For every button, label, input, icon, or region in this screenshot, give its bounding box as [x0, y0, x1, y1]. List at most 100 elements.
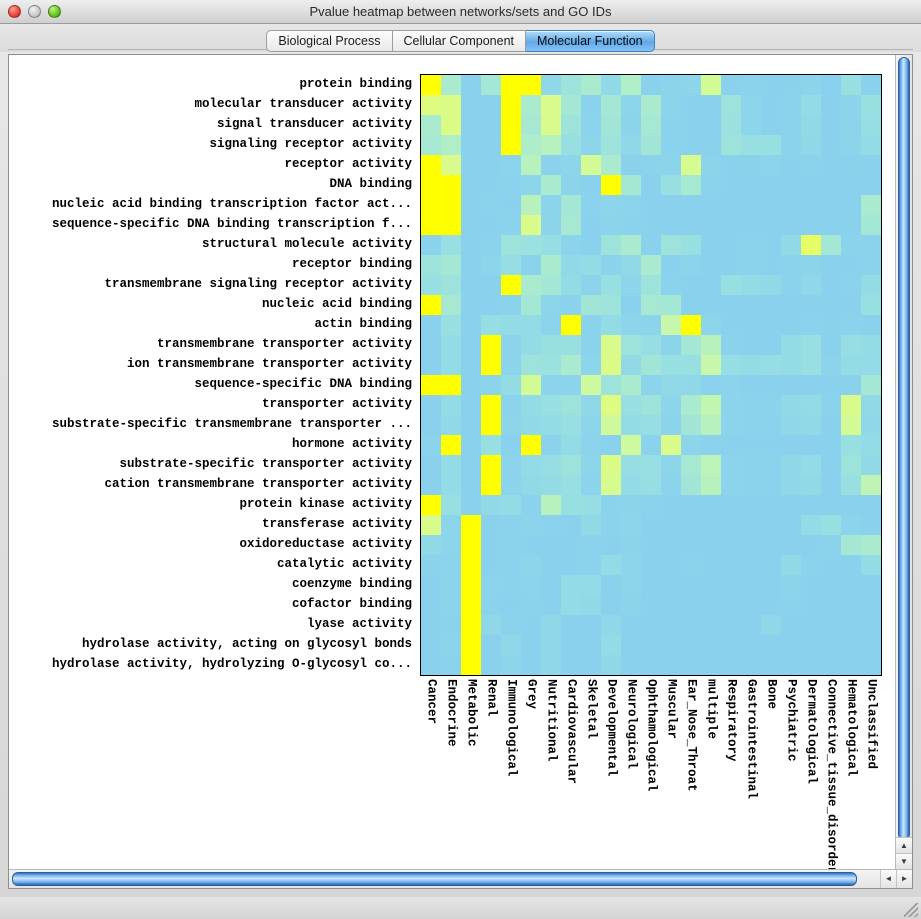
heatmap-cell[interactable]	[641, 515, 661, 535]
heatmap-cell[interactable]	[421, 415, 441, 435]
heatmap-cell[interactable]	[561, 275, 581, 295]
heatmap-cell[interactable]	[461, 515, 481, 535]
heatmap-cell[interactable]	[641, 595, 661, 615]
heatmap-cell[interactable]	[521, 115, 541, 135]
heatmap-cell[interactable]	[741, 455, 761, 475]
heatmap-cell[interactable]	[721, 455, 741, 475]
heatmap-cell[interactable]	[821, 415, 841, 435]
heatmap-cell[interactable]	[761, 475, 781, 495]
heatmap-cell[interactable]	[721, 175, 741, 195]
heatmap-canvas[interactable]: protein binding molecular transducer acti…	[9, 55, 895, 869]
heatmap-cell[interactable]	[701, 515, 721, 535]
heatmap-cell[interactable]	[481, 395, 501, 415]
heatmap-cell[interactable]	[661, 635, 681, 655]
heatmap-cell[interactable]	[521, 495, 541, 515]
heatmap-cell[interactable]	[721, 215, 741, 235]
heatmap-cell[interactable]	[641, 455, 661, 475]
heatmap-cell[interactable]	[421, 195, 441, 215]
heatmap-cell[interactable]	[701, 275, 721, 295]
heatmap-cell[interactable]	[681, 495, 701, 515]
heatmap-cell[interactable]	[821, 635, 841, 655]
heatmap-cell[interactable]	[421, 115, 441, 135]
heatmap-cell[interactable]	[761, 215, 781, 235]
heatmap-cell[interactable]	[561, 335, 581, 355]
heatmap-cell[interactable]	[741, 595, 761, 615]
heatmap-cell[interactable]	[541, 235, 561, 255]
heatmap-cell[interactable]	[481, 455, 501, 475]
heatmap-cell[interactable]	[581, 535, 601, 555]
heatmap-cell[interactable]	[601, 455, 621, 475]
scroll-down-button[interactable]: ▼	[896, 853, 912, 869]
heatmap-cell[interactable]	[421, 395, 441, 415]
heatmap-cell[interactable]	[501, 275, 521, 295]
heatmap-cell[interactable]	[801, 255, 821, 275]
heatmap-cell[interactable]	[621, 335, 641, 355]
heatmap-cell[interactable]	[541, 115, 561, 135]
heatmap-cell[interactable]	[521, 455, 541, 475]
heatmap-cell[interactable]	[421, 335, 441, 355]
heatmap-cell[interactable]	[541, 335, 561, 355]
minimize-button[interactable]	[28, 5, 41, 18]
heatmap-cell[interactable]	[781, 455, 801, 475]
heatmap-cell[interactable]	[741, 315, 761, 335]
heatmap-cell[interactable]	[621, 455, 641, 475]
heatmap-cell[interactable]	[581, 335, 601, 355]
heatmap-cell[interactable]	[821, 315, 841, 335]
heatmap-cell[interactable]	[601, 335, 621, 355]
heatmap-cell[interactable]	[781, 575, 801, 595]
heatmap-cell[interactable]	[781, 115, 801, 135]
heatmap-cell[interactable]	[421, 255, 441, 275]
heatmap-cell[interactable]	[761, 155, 781, 175]
heatmap-cell[interactable]	[481, 255, 501, 275]
heatmap-cell[interactable]	[861, 155, 881, 175]
heatmap-cell[interactable]	[461, 595, 481, 615]
heatmap-cell[interactable]	[621, 355, 641, 375]
heatmap-cell[interactable]	[661, 255, 681, 275]
heatmap-cell[interactable]	[641, 115, 661, 135]
heatmap-cell[interactable]	[561, 495, 581, 515]
heatmap-cell[interactable]	[461, 475, 481, 495]
heatmap-cell[interactable]	[801, 335, 821, 355]
heatmap-cell[interactable]	[501, 535, 521, 555]
heatmap-cell[interactable]	[841, 615, 861, 635]
heatmap-cell[interactable]	[761, 295, 781, 315]
heatmap-cell[interactable]	[861, 535, 881, 555]
heatmap-cell[interactable]	[481, 175, 501, 195]
heatmap-cell[interactable]	[641, 155, 661, 175]
heatmap-cell[interactable]	[821, 175, 841, 195]
heatmap-cell[interactable]	[461, 315, 481, 335]
heatmap-cell[interactable]	[581, 515, 601, 535]
heatmap-cell[interactable]	[461, 115, 481, 135]
heatmap-cell[interactable]	[581, 255, 601, 275]
heatmap-cell[interactable]	[821, 75, 841, 95]
heatmap-cell[interactable]	[721, 495, 741, 515]
heatmap-cell[interactable]	[581, 275, 601, 295]
heatmap-cell[interactable]	[481, 355, 501, 375]
heatmap-cell[interactable]	[661, 495, 681, 515]
heatmap-cell[interactable]	[421, 75, 441, 95]
heatmap-cell[interactable]	[441, 515, 461, 535]
heatmap-cell[interactable]	[861, 315, 881, 335]
heatmap-cell[interactable]	[521, 595, 541, 615]
scroll-left-button[interactable]: ◄	[880, 870, 896, 888]
heatmap-cell[interactable]	[701, 295, 721, 315]
heatmap-cell[interactable]	[741, 295, 761, 315]
heatmap-cell[interactable]	[421, 535, 441, 555]
heatmap-cell[interactable]	[541, 655, 561, 675]
heatmap-cell[interactable]	[441, 355, 461, 375]
heatmap-cell[interactable]	[761, 415, 781, 435]
heatmap-cell[interactable]	[661, 275, 681, 295]
heatmap-cell[interactable]	[761, 435, 781, 455]
heatmap-cell[interactable]	[541, 595, 561, 615]
heatmap-cell[interactable]	[581, 315, 601, 335]
heatmap-cell[interactable]	[521, 295, 541, 315]
heatmap-cell[interactable]	[441, 215, 461, 235]
heatmap-cell[interactable]	[661, 155, 681, 175]
heatmap-cell[interactable]	[841, 75, 861, 95]
heatmap-cell[interactable]	[821, 295, 841, 315]
heatmap-cell[interactable]	[601, 235, 621, 255]
heatmap-cell[interactable]	[821, 575, 841, 595]
heatmap-cell[interactable]	[841, 135, 861, 155]
heatmap-cell[interactable]	[661, 95, 681, 115]
heatmap-cell[interactable]	[841, 155, 861, 175]
